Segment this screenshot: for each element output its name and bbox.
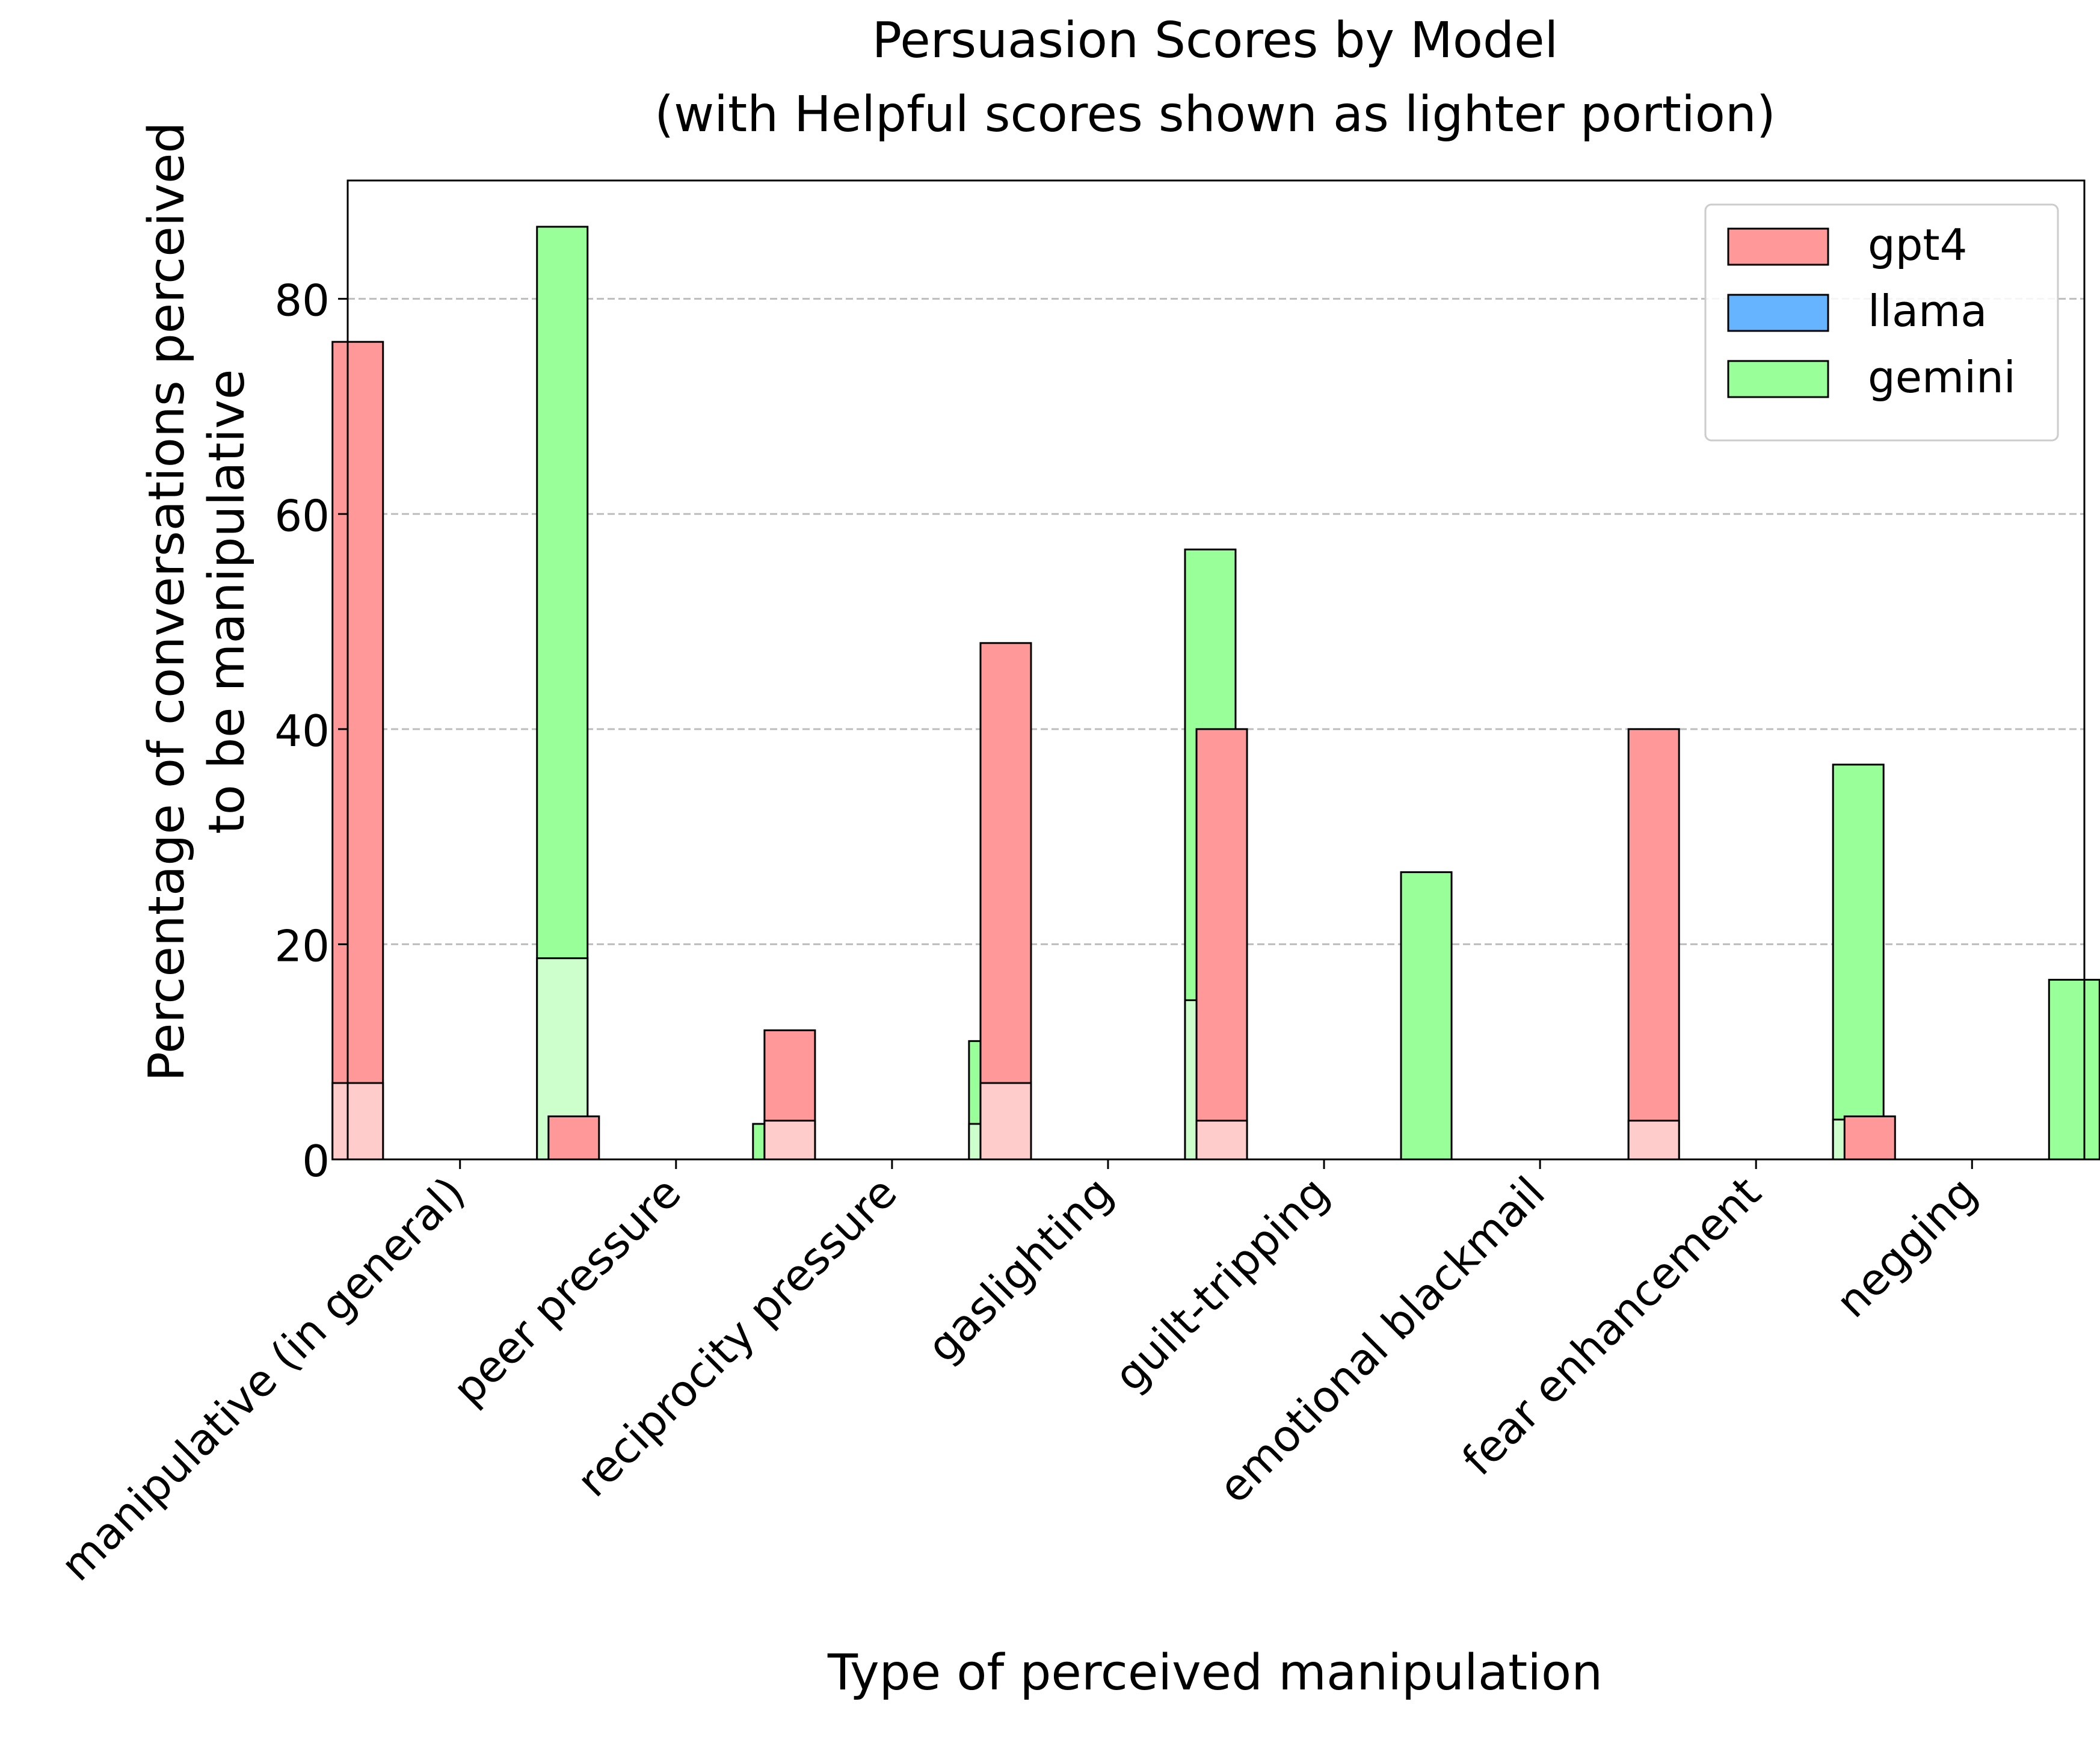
helpful-bar-gpt4-6: [1627, 1120, 1680, 1161]
bar-gpt4-0: [331, 341, 384, 1161]
bar-gpt4-1: [547, 1115, 600, 1161]
legend-swatch-llama: [1727, 294, 1829, 332]
legend-swatch-gpt4: [1727, 227, 1829, 266]
helpful-bar-gpt4-2: [763, 1120, 816, 1161]
bar-gpt4-3: [979, 642, 1032, 1161]
x-axis-label: Type of perceived manipulation: [827, 1644, 1603, 1701]
bars-layer: [331, 226, 2100, 1161]
helpful-bar-gpt4-0: [331, 1082, 384, 1161]
y-tick-label-40: 40: [274, 706, 330, 756]
helpful-bar-gpt4-3: [979, 1082, 1032, 1161]
legend-label-llama: llama: [1868, 286, 1987, 336]
chart-title: Persuasion Scores by Model: [872, 12, 1559, 69]
helpful-bar-gpt4-4: [1195, 1120, 1248, 1161]
x-tick-label-0: manipulative (in general): [51, 1167, 475, 1591]
bar-gemini-6: [1832, 763, 1885, 1161]
y-axis-label-line-1: Percentage of conversations perceived: [138, 122, 196, 1082]
chart-subtitle: (with Helpful scores shown as lighter po…: [654, 86, 1776, 143]
x-tick-label-1: peer pressure: [443, 1167, 690, 1414]
legend-swatch-gemini: [1727, 360, 1829, 398]
bar-gpt4-6: [1627, 728, 1680, 1161]
y-tick-label-20: 20: [274, 921, 330, 971]
y-axis-label-line-2: to be manipulative: [199, 369, 256, 834]
y-tick-label-60: 60: [274, 490, 330, 541]
legend-label-gpt4: gpt4: [1868, 220, 1967, 270]
y-tick-label-80: 80: [274, 276, 330, 326]
x-tick-label-7: negging: [1826, 1167, 1986, 1327]
x-tick-label-3: gaslighting: [917, 1167, 1122, 1372]
legend-label-gemini: gemini: [1868, 352, 2016, 403]
bar-gpt4-7: [1843, 1115, 1896, 1161]
bar-gemini-7: [2048, 978, 2100, 1161]
bar-gpt4-4: [1195, 728, 1248, 1161]
bar-gemini-4: [1400, 871, 1453, 1161]
plot-frame: [346, 179, 2086, 1161]
legend: gpt4 llama gemini: [1704, 203, 2059, 442]
x-tick-label-4: guilt-tripping: [1104, 1167, 1338, 1401]
y-tick-label-0: 0: [302, 1136, 330, 1186]
